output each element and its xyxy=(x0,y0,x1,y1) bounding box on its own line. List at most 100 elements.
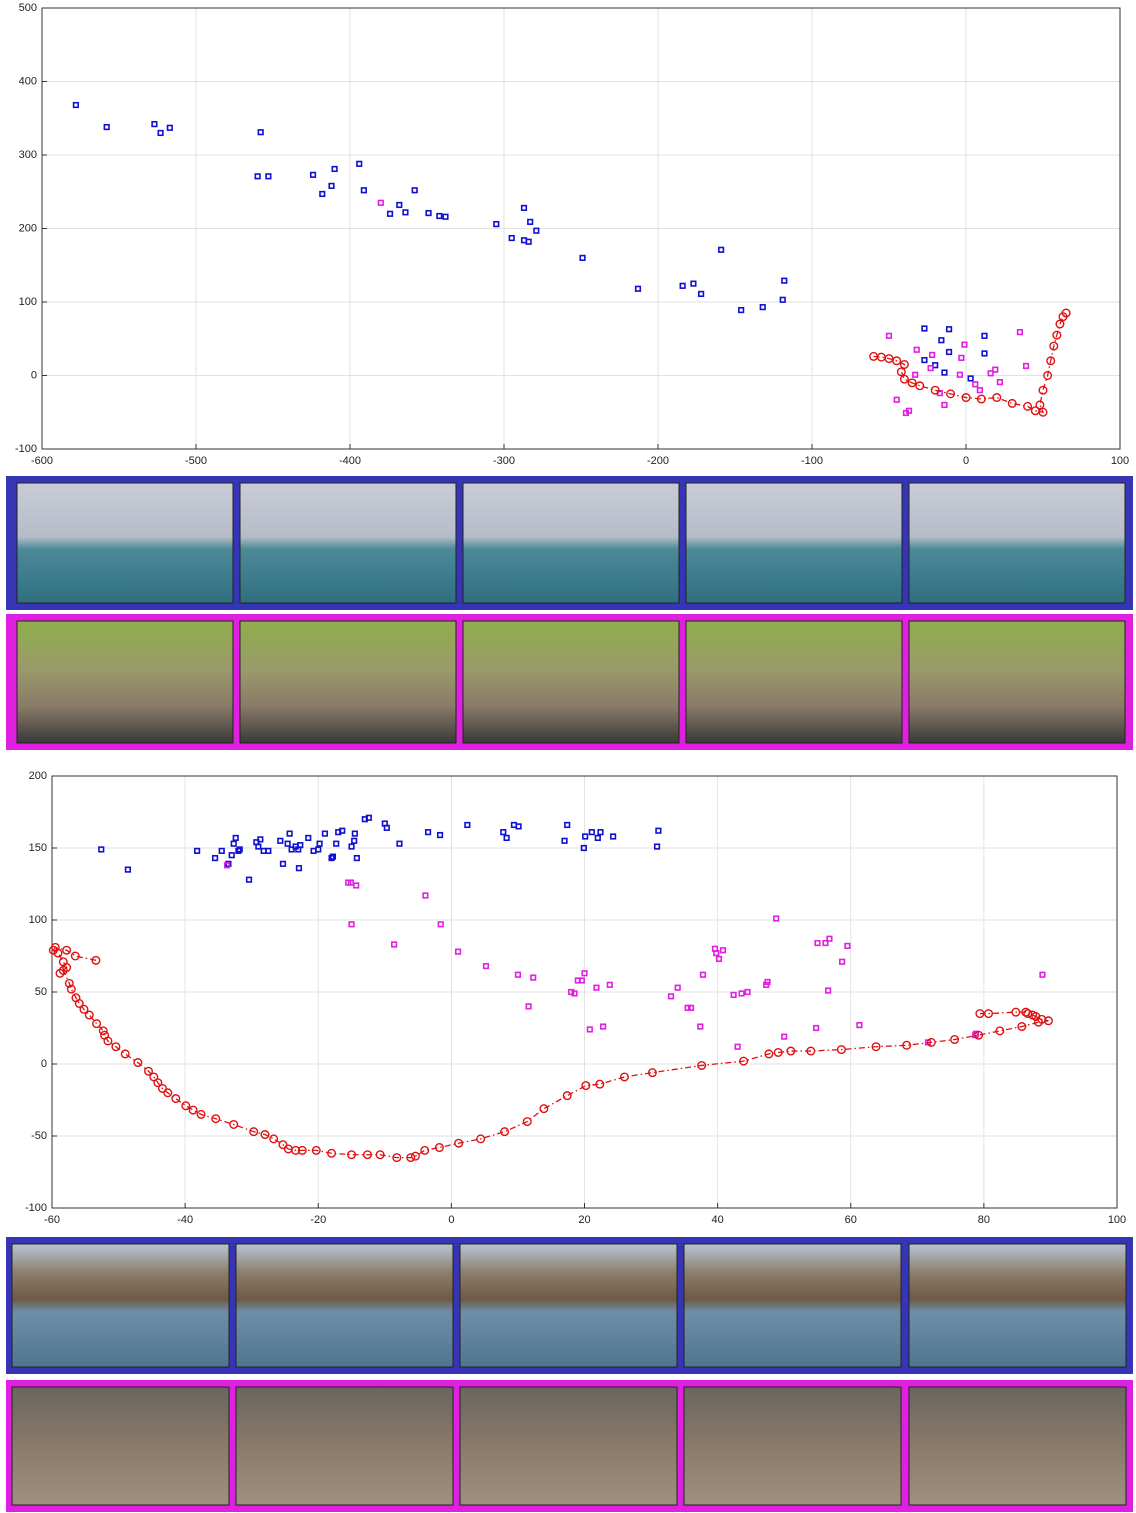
point xyxy=(328,854,335,862)
point xyxy=(520,204,528,212)
point xyxy=(1061,308,1071,318)
point xyxy=(454,1138,464,1148)
video-frame xyxy=(11,1243,230,1368)
point xyxy=(351,830,358,837)
x-tick-label: -200 xyxy=(647,455,669,467)
point xyxy=(98,846,105,853)
point xyxy=(348,843,355,850)
point xyxy=(319,190,326,198)
point xyxy=(992,366,999,373)
point xyxy=(363,1150,373,1160)
point xyxy=(64,978,74,988)
point xyxy=(600,1023,607,1030)
point xyxy=(392,1153,402,1163)
point xyxy=(1023,401,1033,411)
point xyxy=(781,1033,788,1040)
video-frame xyxy=(239,482,457,604)
point xyxy=(619,1072,629,1082)
video-frame xyxy=(16,482,234,604)
point xyxy=(1021,1007,1031,1017)
x-tick-label: 80 xyxy=(978,1214,990,1226)
point xyxy=(967,375,974,382)
point xyxy=(500,1127,510,1137)
point xyxy=(976,387,983,394)
point xyxy=(58,965,68,975)
point xyxy=(525,238,532,245)
x-tick-label: 40 xyxy=(712,1214,724,1226)
point xyxy=(739,1056,749,1066)
y-tick-label: 500 xyxy=(19,2,37,14)
point xyxy=(391,941,398,948)
point xyxy=(1007,398,1017,408)
point xyxy=(348,921,355,928)
point xyxy=(454,948,462,955)
point xyxy=(684,1004,691,1011)
point xyxy=(396,840,403,847)
point xyxy=(581,970,588,977)
point xyxy=(255,843,262,850)
point xyxy=(249,1127,259,1137)
point xyxy=(339,827,346,834)
y-tick-label: 200 xyxy=(19,222,37,234)
point xyxy=(578,977,585,984)
point xyxy=(424,829,432,836)
point xyxy=(571,990,578,997)
point xyxy=(719,947,727,954)
point xyxy=(562,1091,572,1101)
point xyxy=(1017,1022,1027,1032)
point xyxy=(508,234,515,242)
point xyxy=(229,1119,239,1129)
point xyxy=(744,988,751,996)
video-frame xyxy=(459,1386,678,1506)
point xyxy=(984,1009,994,1019)
point xyxy=(1043,371,1053,381)
point xyxy=(927,365,934,372)
point xyxy=(70,951,80,961)
point xyxy=(525,1003,532,1010)
point xyxy=(284,840,291,847)
point xyxy=(929,351,936,359)
point xyxy=(53,948,63,958)
point xyxy=(699,971,707,978)
point xyxy=(181,1101,191,1111)
video-frame xyxy=(683,1386,902,1506)
axes-frame xyxy=(41,7,1121,450)
point xyxy=(92,1019,102,1029)
point xyxy=(230,840,237,847)
point xyxy=(1023,1009,1033,1019)
point xyxy=(157,1083,167,1093)
point xyxy=(806,1046,816,1056)
point xyxy=(279,860,287,867)
point xyxy=(402,209,409,216)
video-frame xyxy=(908,1386,1127,1506)
point xyxy=(885,332,893,339)
x-tick-label: 20 xyxy=(578,1214,590,1226)
y-tick-label: 100 xyxy=(29,914,47,926)
point xyxy=(410,1151,420,1161)
point xyxy=(1038,407,1048,417)
point xyxy=(422,892,429,899)
point xyxy=(305,834,312,842)
point xyxy=(103,123,110,131)
point xyxy=(564,821,571,829)
point xyxy=(697,1023,704,1030)
point xyxy=(329,853,336,860)
point xyxy=(333,840,340,847)
video-frame xyxy=(462,482,680,604)
point xyxy=(411,187,418,194)
point xyxy=(386,210,394,217)
point xyxy=(1052,330,1062,340)
point xyxy=(245,876,253,883)
point xyxy=(715,955,723,962)
point xyxy=(945,348,953,356)
point xyxy=(436,831,444,839)
point xyxy=(1043,1016,1053,1026)
point xyxy=(941,401,948,409)
point xyxy=(79,1004,89,1014)
point xyxy=(1011,1007,1021,1017)
point xyxy=(278,1140,288,1150)
point xyxy=(166,124,173,131)
point xyxy=(921,325,928,332)
video-frame xyxy=(459,1243,678,1368)
